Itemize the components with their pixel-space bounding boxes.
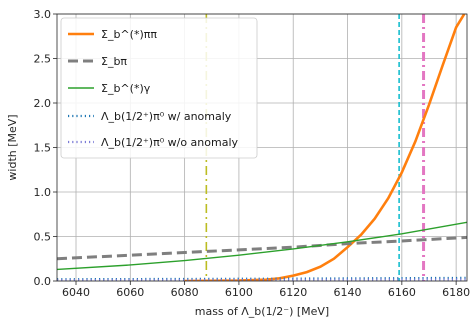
x-tick-label: 6120 [279,286,307,299]
legend-label-4: Λ_b(1/2⁺)π⁰ w/o anomaly [101,136,239,149]
tick-layer: 6040 6060 6080 6100 6120 6140 6160 6180 0.0 0.5 1.… [34,8,471,299]
legend-label-3: Λ_b(1/2⁺)π⁰ w/ anomaly [101,110,232,123]
series-line-2 [57,221,467,271]
series-line-4 [57,278,467,281]
y-tick-label: 3.0 [34,8,52,21]
y-tick-label: 2.0 [34,97,52,110]
legend-box [60,17,258,159]
y-tick-label: 1.0 [34,186,52,199]
y-axis-label: width [MeV] [6,114,19,180]
legend: Σ_b^(*)ππ Σ_bπ Σ_b^(*)γ Λ_b(1/2⁺)π⁰ w/ anom… [60,17,258,159]
x-tick-label: 6160 [388,286,416,299]
legend-label-0: Σ_b^(*)ππ [101,28,157,41]
y-tick-label: 0.5 [34,231,52,244]
x-axis-label: mass of Λ_b(1/2⁻) [MeV] [195,305,329,318]
y-tick-label: 0.0 [34,275,52,288]
x-tick-label: 6060 [116,286,144,299]
x-tick-label: 6100 [225,286,253,299]
legend-label-1: Σ_bπ [101,55,127,68]
x-tick-label: 6080 [171,286,199,299]
y-tick-label: 1.5 [34,142,52,155]
x-tick-label: 6140 [334,286,362,299]
series-layer [57,14,467,281]
y-tick-label: 2.5 [34,53,52,66]
x-tick-label: 6180 [442,286,470,299]
legend-label-2: Σ_b^(*)γ [101,82,151,95]
series-line-1 [57,235,467,261]
x-tick-label: 6040 [62,286,90,299]
